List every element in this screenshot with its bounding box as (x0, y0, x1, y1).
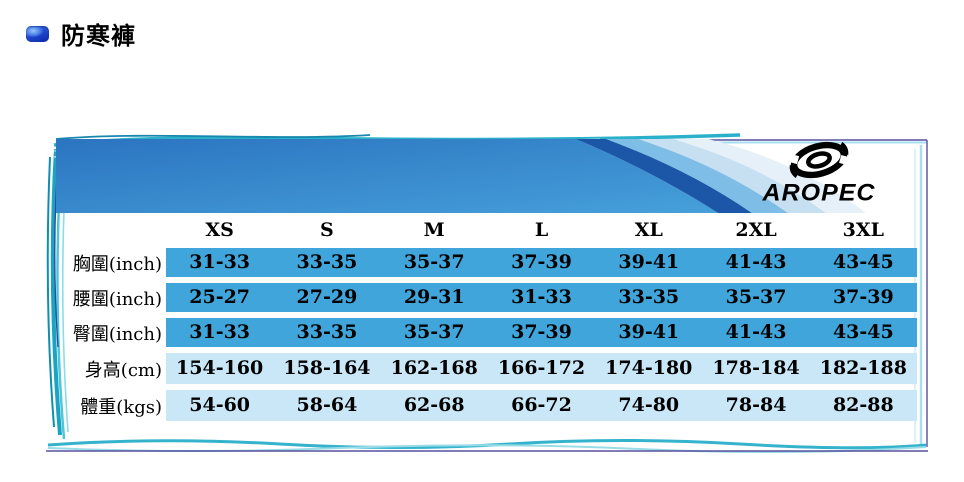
size-cell: 78-84 (725, 394, 787, 416)
section-bullet-icon (26, 25, 49, 42)
size-cell: 29-31 (403, 286, 465, 308)
size-cell: 154-160 (176, 357, 264, 379)
row-label: 胸圍(inch) (72, 253, 162, 275)
size-header-cell: M (423, 219, 445, 241)
size-cell: 31-33 (511, 286, 572, 308)
size-cell: 33-35 (296, 251, 358, 273)
size-cell: 58-64 (296, 394, 358, 416)
size-cell: 39-41 (618, 251, 680, 273)
size-cell: 158-164 (283, 357, 371, 379)
size-header-cell: L (534, 219, 549, 241)
size-cell: 37-39 (511, 251, 572, 273)
size-cell: 35-37 (403, 321, 465, 343)
size-cell: 162-168 (390, 357, 478, 379)
size-cell: 182-188 (819, 357, 907, 379)
size-cell: 27-29 (296, 286, 358, 308)
page-header: 防寒褲 (26, 16, 136, 51)
aropec-logo: AROPEC (730, 139, 908, 213)
row-band: 31-33 33-35 35-37 37-39 39-41 41-43 43-4… (166, 248, 917, 277)
size-cell: 31-33 (189, 251, 251, 273)
size-cell: 66-72 (511, 394, 572, 416)
size-cell: 35-37 (725, 286, 787, 308)
size-cell: 39-41 (618, 321, 680, 343)
size-cell: 43-45 (832, 321, 894, 343)
size-cell: 82-88 (832, 394, 894, 416)
size-cell: 41-43 (725, 251, 787, 273)
size-header-cell: XS (205, 219, 234, 241)
size-cell: 54-60 (189, 394, 251, 416)
size-cell: 37-39 (511, 321, 572, 343)
size-cell: 31-33 (189, 321, 251, 343)
size-cell: 43-45 (832, 251, 894, 273)
table-row-hip: 臀圍(inch) 31-33 33-35 35-37 37-39 39-41 4… (54, 318, 917, 347)
table-row-chest: 胸圍(inch) 31-33 33-35 35-37 37-39 39-41 4… (54, 248, 917, 277)
page-title: 防寒褲 (61, 22, 136, 50)
row-label: 身高(cm) (84, 359, 162, 381)
size-cell: 25-27 (189, 286, 251, 308)
size-header-cell: 3XL (842, 219, 884, 241)
size-cell: 74-80 (618, 394, 680, 416)
table-row-waist: 腰圍(inch) 25-27 27-29 29-31 31-33 33-35 3… (54, 283, 917, 312)
size-cell: 178-184 (712, 357, 800, 379)
size-cell: 174-180 (605, 357, 693, 379)
size-cell: 37-39 (832, 286, 894, 308)
row-label: 體重(kgs) (80, 396, 162, 418)
banner: AROPEC (56, 139, 914, 213)
size-cell: 33-35 (296, 321, 358, 343)
size-header-band: XS S M L XL 2XL 3XL (166, 215, 917, 245)
size-header-cell: XL (634, 219, 663, 241)
size-header-row: XS S M L XL 2XL 3XL (54, 215, 917, 245)
row-label: 臀圍(inch) (72, 323, 162, 345)
wave-swoosh-graphic (56, 139, 866, 213)
aropec-logo-text: AROPEC (762, 179, 876, 207)
row-band: 25-27 27-29 29-31 31-33 33-35 35-37 37-3… (166, 283, 917, 312)
size-chart-card: AROPEC XS S M L XL 2XL 3XL 胸圍(inch) 31-3… (40, 127, 930, 462)
size-header-cell: 2XL (735, 219, 777, 241)
row-label: 腰圍(inch) (72, 288, 162, 310)
row-band: 154-160 158-164 162-168 166-172 174-180 … (166, 353, 917, 384)
size-cell: 33-35 (618, 286, 680, 308)
size-cell: 62-68 (403, 394, 465, 416)
row-band: 54-60 58-64 62-68 66-72 74-80 78-84 82-8… (166, 390, 917, 421)
size-cell: 166-172 (497, 357, 586, 379)
size-cell: 35-37 (403, 251, 465, 273)
row-band: 31-33 33-35 35-37 37-39 39-41 41-43 43-4… (166, 318, 917, 347)
table-row-height: 身高(cm) 154-160 158-164 162-168 166-172 1… (54, 353, 917, 384)
size-chart-table: XS S M L XL 2XL 3XL 胸圍(inch) 31-33 33-35… (54, 215, 917, 427)
table-row-weight: 體重(kgs) 54-60 58-64 62-68 66-72 74-80 78… (54, 390, 917, 421)
size-header-cell: S (320, 219, 334, 241)
size-cell: 41-43 (725, 321, 787, 343)
aropec-swirl-icon (784, 141, 854, 179)
